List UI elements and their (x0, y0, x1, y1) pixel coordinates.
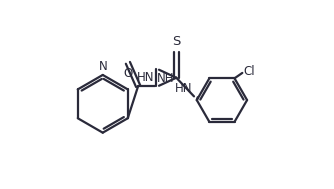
Text: Cl: Cl (244, 65, 256, 78)
Text: HN: HN (137, 71, 154, 84)
Text: NH: NH (156, 72, 174, 85)
Text: O: O (123, 67, 133, 81)
Text: N: N (99, 60, 107, 73)
Text: HN: HN (175, 81, 192, 94)
Text: S: S (172, 35, 180, 48)
